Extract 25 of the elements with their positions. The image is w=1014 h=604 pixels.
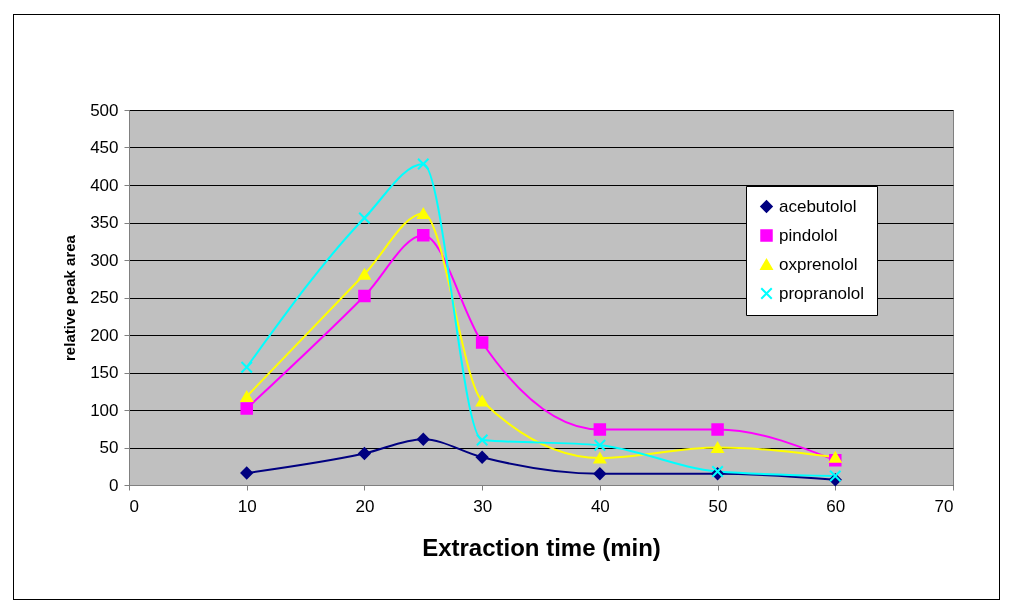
x-tick-label: 30 <box>473 496 493 516</box>
x-tick-label: 0 <box>129 496 139 516</box>
y-tick-label: 200 <box>90 325 119 345</box>
y-tick-label: 500 <box>90 100 119 120</box>
x-tick-label: 70 <box>934 496 954 516</box>
y-tick-label: 150 <box>90 363 119 382</box>
legend-label: acebutolol <box>779 196 857 216</box>
x-tick-label: 40 <box>590 496 610 516</box>
x-tick-label: 20 <box>355 496 375 516</box>
y-tick-label: 350 <box>90 213 119 232</box>
y-tick-label: 250 <box>90 288 119 307</box>
x-tick-label: 10 <box>237 496 257 516</box>
y-tick-label: 450 <box>90 138 119 157</box>
legend-label: propranolol <box>779 283 865 303</box>
x-tick-label: 60 <box>826 496 846 516</box>
y-tick-label: 0 <box>109 475 119 495</box>
x-tick-label: 50 <box>708 496 728 516</box>
y-axis-title: relative peak area <box>61 234 79 361</box>
x-axis-title: Extraction time (min) <box>422 533 661 561</box>
y-tick-label: 50 <box>99 438 119 457</box>
y-tick-label: 400 <box>90 175 119 195</box>
y-tick-label: 300 <box>90 250 119 270</box>
legend-label: oxprenolol <box>779 254 858 274</box>
legend-label: pindolol <box>779 225 838 245</box>
y-tick-label: 100 <box>90 400 119 420</box>
